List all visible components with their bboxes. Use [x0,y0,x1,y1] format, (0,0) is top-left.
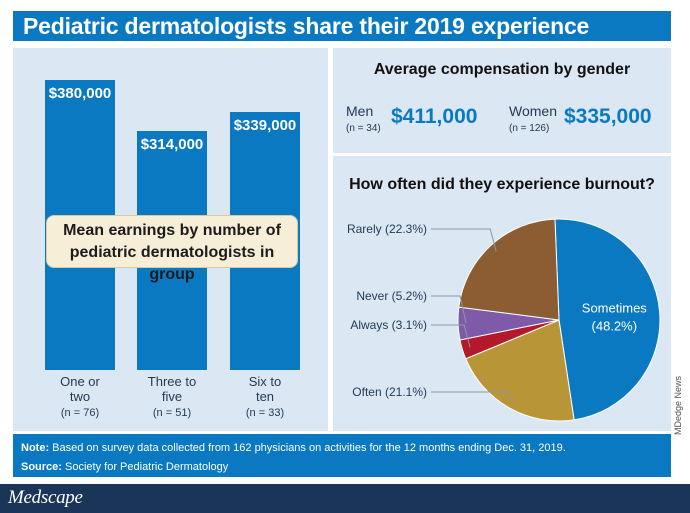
pie-chart: Sometimes (48.2%) Often (21.1%) Always (3.1… [347,218,661,422]
compensation-heading: Average compensation by gender [373,61,631,78]
bar-chart-annotation: Mean earnings by number of pediatric der… [46,215,298,283]
category-sample-size: (n = 76) [60,407,100,419]
pie-label-outside: Never (5.2%) [356,289,427,303]
header-banner: Pediatric dermatologists share their 201… [13,11,671,41]
pie-label-outside: Rarely (22.3%) [347,222,427,236]
annotation-line-1: Mean earnings by number of [63,222,281,239]
category-sample-size: (n = 33) [245,407,285,419]
page-title: Pediatric dermatologists share their 201… [23,13,590,39]
note-text: Based on survey data collected from 162 … [52,442,566,454]
pie-chart-panel: How often did they experience burnout? S… [333,156,671,431]
pie-leader-line [431,295,467,324]
bar-value-label: $380,000 [48,85,112,103]
medscape-logo: Medscape [8,487,83,508]
women-n: (n = 126) [509,123,550,134]
category-label: Three to five [147,374,197,404]
pie-label-outside: Often (21.1%) [352,385,427,399]
men-n: (n = 34) [346,123,381,134]
pie-leader-line [431,228,497,252]
bar-value-label: $314,000 [140,135,204,153]
men-label: Men [346,103,374,119]
pie-label-outside: Always (3.1%) [350,318,427,332]
women-label: Women [509,103,557,119]
source-text: Society for Pediatric Dermatology [65,461,229,473]
note-label: Note: [21,442,50,454]
men-value: $411,000 [391,105,478,128]
annotation-line-2: pediatric dermatologists in group [69,244,275,283]
pie-slice-1 [554,218,661,421]
pie-slice-2 [465,319,575,422]
category-label: One or two [60,374,100,404]
pie-slice-5 [458,218,560,321]
source-line: Source: Society for Pediatric Dermatolog… [21,461,228,473]
source-label: Source: [21,461,62,473]
pie-leader-line [431,324,471,348]
category-label: Six to ten [248,374,282,404]
credit-text: MDedge News [673,375,683,435]
bar-value-label: $339,000 [233,116,297,134]
category-sample-size: (n = 51) [152,407,192,419]
pie-label-inside: (48.2%) [592,319,638,334]
note-line: Note: Based on survey data collected fro… [21,442,566,454]
pie-leader-line [431,391,514,402]
footer: Medscape [0,484,690,513]
pie-chart-heading: How often did they experience burnout? [349,176,655,193]
notes-bar: Note: Based on survey data collected fro… [13,434,671,477]
pie-label-inside: Sometimes [582,301,648,316]
compensation-panel: Average compensation by gender Men (n = … [333,48,671,153]
women-value: $335,000 [564,105,652,128]
bar-chart-panel: $380,000 One or two (n = 76) $314,000 Three t… [13,48,328,431]
